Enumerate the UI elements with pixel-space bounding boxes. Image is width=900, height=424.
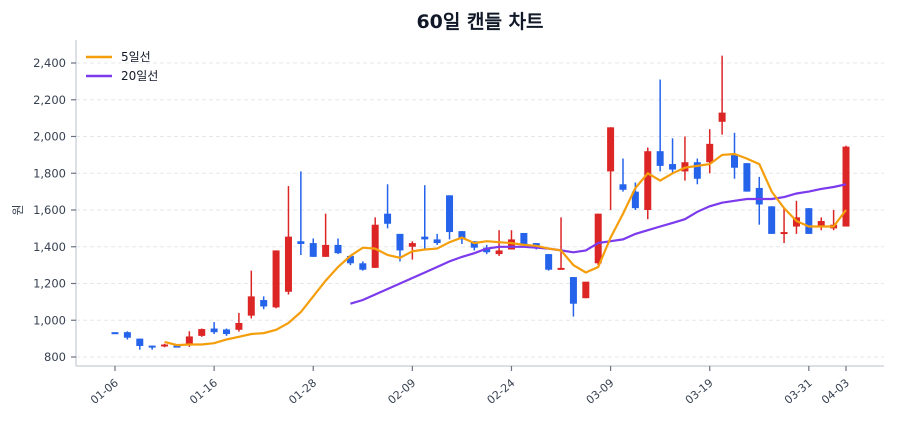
candle: [334, 238, 342, 255]
x-tick-label: 03-09: [584, 376, 617, 407]
candle: [223, 328, 231, 336]
candle: [260, 296, 268, 310]
y-tick-label: 2,000: [33, 130, 66, 144]
candle: [123, 331, 131, 340]
candle: [161, 343, 169, 348]
candle: [297, 171, 305, 256]
candle: [247, 270, 255, 319]
y-tick-label: 2,400: [33, 56, 66, 70]
y-tick-label: 1,200: [33, 277, 66, 291]
candle: [594, 213, 602, 266]
x-tick-label: 02-24: [485, 376, 518, 407]
legend-label-ma5: 5일선: [121, 50, 151, 64]
y-tick-label: 1,600: [33, 203, 66, 217]
candle: [693, 158, 701, 185]
grid-lines: [76, 62, 884, 358]
candle: [557, 217, 565, 270]
x-tick-label: 02-09: [385, 376, 418, 407]
candle: [817, 217, 825, 231]
y-tick-label: 1,800: [33, 166, 66, 180]
candle: [520, 232, 528, 245]
candle: [731, 132, 738, 179]
candle: [198, 328, 206, 337]
candle: [371, 217, 379, 268]
candle: [346, 255, 354, 266]
candle: [644, 147, 652, 220]
candle: [284, 186, 292, 295]
x-tick-label: 03-19: [683, 376, 716, 407]
legend: 5일선 20일선: [86, 50, 158, 83]
y-axis: 800 1,000 1,200 1,400 1,600 1,800 2,000 2,200 2,…: [33, 40, 77, 366]
ma5-line: [164, 152, 847, 347]
candle: [433, 233, 441, 245]
candle: [805, 208, 813, 234]
candle: [235, 312, 243, 332]
ma20-line: [350, 183, 847, 305]
candle: [743, 163, 751, 192]
y-tick-label: 1,400: [33, 240, 66, 254]
y-tick-label: 2,200: [33, 93, 66, 107]
x-tick-label: 03-31: [782, 376, 815, 407]
candles: [111, 55, 850, 350]
candle: [768, 206, 776, 234]
candle: [780, 208, 788, 244]
candle: [545, 254, 553, 271]
x-tick-label: 01-16: [187, 376, 220, 407]
candle: [446, 195, 454, 240]
candle: [148, 345, 156, 350]
candle: [359, 261, 367, 271]
x-tick-label: 01-28: [286, 376, 319, 407]
y-tick-label: 1,000: [33, 313, 66, 327]
candle: [569, 277, 577, 317]
candle: [718, 55, 726, 135]
x-axis: 01-06 01-16 01-28 02-09 02-24 03-09 03-19 03-31…: [76, 365, 884, 407]
legend-label-ma20: 20일선: [121, 69, 158, 83]
candle: [384, 184, 392, 229]
y-tick-label: 800: [44, 350, 66, 364]
candle: [582, 281, 590, 299]
candle: [210, 322, 218, 335]
candle: [669, 138, 677, 174]
candle: [136, 338, 144, 350]
candle: [706, 129, 714, 174]
candle: [755, 176, 763, 225]
y-axis-label: 원: [11, 204, 25, 215]
candle: [619, 158, 627, 192]
candle: [111, 332, 119, 335]
candle: [322, 213, 330, 257]
candle: [681, 136, 689, 181]
candle: [309, 238, 317, 257]
candle: [842, 145, 850, 227]
candle: [421, 185, 429, 251]
chart-title: 60일 캔들 차트: [416, 11, 543, 33]
x-tick-label: 04-03: [819, 376, 852, 407]
candle: [607, 127, 615, 210]
x-tick-label: 01-06: [88, 376, 121, 407]
candle: [656, 79, 664, 172]
candle: [272, 250, 280, 309]
